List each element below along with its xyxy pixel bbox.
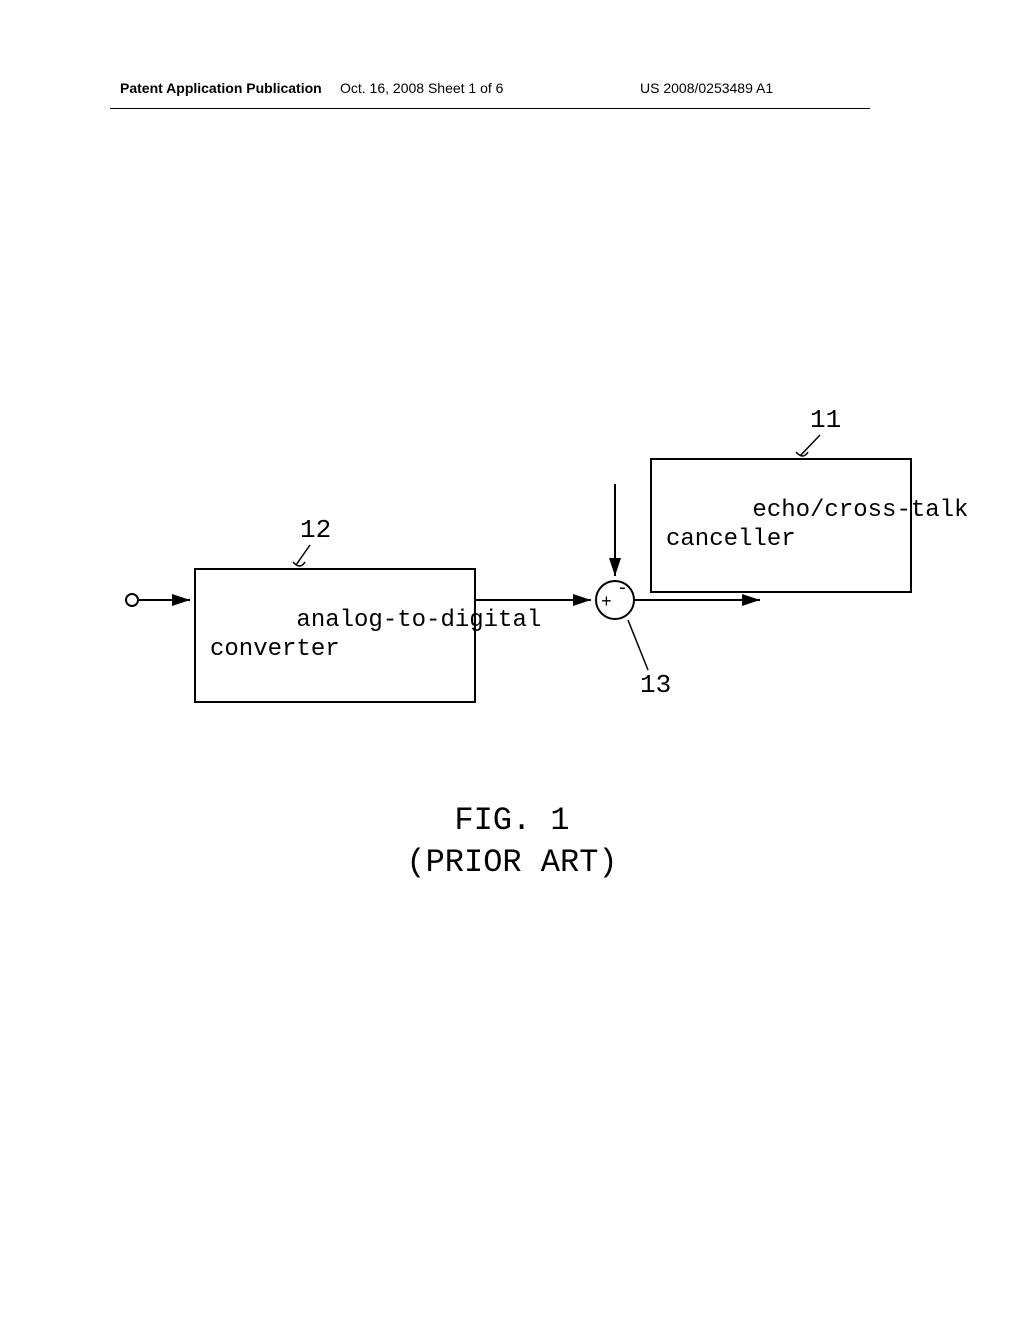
ref-13: 13 bbox=[640, 670, 671, 700]
adc-block: analog-to-digital converter bbox=[194, 568, 476, 703]
diagram-figure-1: analog-to-digital converter echo/cross-t… bbox=[0, 0, 1024, 1320]
ref-12: 12 bbox=[300, 515, 331, 545]
ref-11: 11 bbox=[810, 405, 841, 435]
figure-caption: FIG. 1 (PRIOR ART) bbox=[0, 800, 1024, 883]
page: Patent Application Publication Oct. 16, … bbox=[0, 0, 1024, 1320]
canceller-block: echo/cross-talk canceller bbox=[650, 458, 912, 593]
diagram-wires bbox=[0, 0, 1024, 1320]
summer-minus-label: - bbox=[617, 579, 628, 599]
summer-plus-label: + bbox=[601, 593, 612, 613]
